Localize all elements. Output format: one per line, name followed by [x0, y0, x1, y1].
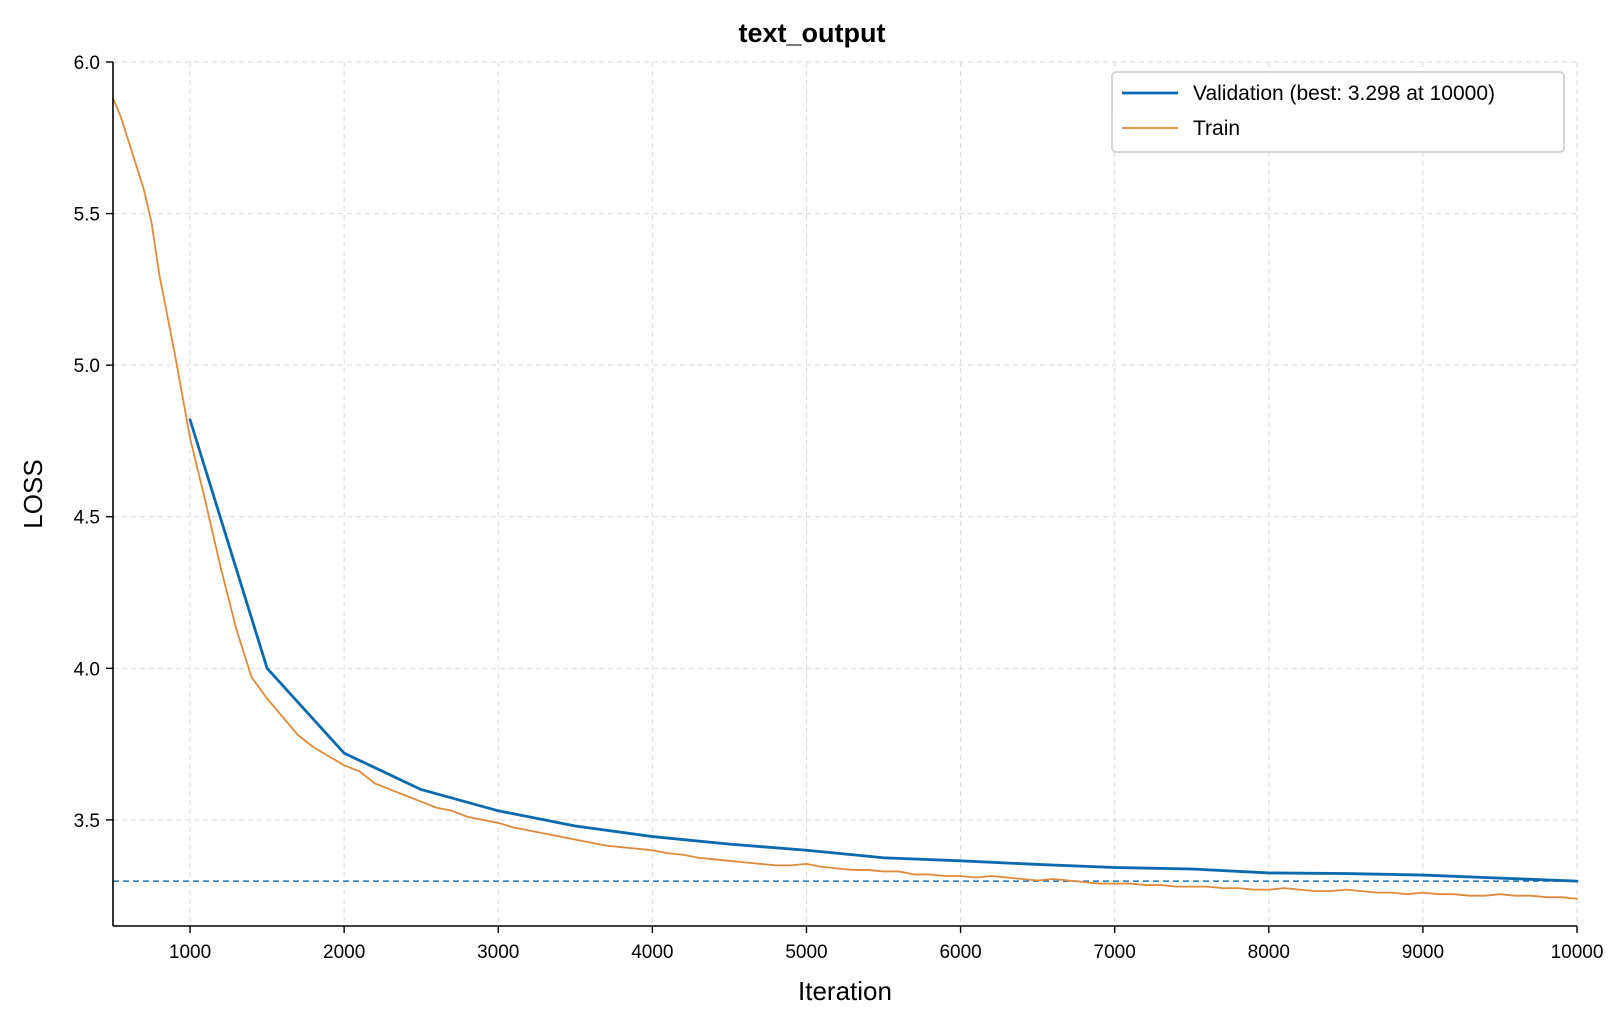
- legend-box: [1111, 71, 1565, 153]
- chart-title: text_output: [739, 18, 886, 48]
- train-series-line: [112, 97, 1578, 900]
- x-tick-label: 7000: [1094, 942, 1136, 963]
- series-group: [112, 97, 1579, 900]
- x-tick-label: 9000: [1402, 942, 1444, 963]
- x-tick-label: 5000: [785, 942, 827, 963]
- y-tick-label: 5.0: [74, 356, 100, 377]
- legend-train-label: Train: [1193, 117, 1240, 140]
- x-tick-label: 6000: [939, 942, 981, 963]
- y-axis-label: LOSS: [18, 459, 48, 528]
- y-tick-label: 5.5: [74, 205, 100, 226]
- x-tick-label: 8000: [1248, 942, 1290, 963]
- x-axis-label: Iteration: [798, 976, 892, 1006]
- y-tick-label: 3.5: [74, 811, 100, 832]
- x-tick-label: 2000: [323, 942, 365, 963]
- grid: [113, 61, 1578, 926]
- legend: Validation (best: 3.298 at 10000) Train: [1111, 71, 1565, 153]
- legend-validation-label: Validation (best: 3.298 at 10000): [1193, 82, 1495, 105]
- x-tick-label: 3000: [477, 942, 519, 963]
- y-tick-label: 6.0: [74, 53, 100, 74]
- x-tick-label: 4000: [631, 942, 673, 963]
- validation-series-line: [188, 418, 1579, 883]
- y-tick-label: 4.5: [74, 508, 100, 529]
- x-tick-label: 10000: [1551, 942, 1604, 963]
- x-tick-label: 1000: [169, 942, 211, 963]
- axes: 1000 2000 3000 4000 5000 6000 7000 8000 9000 1000…: [74, 53, 1604, 963]
- y-tick-label: 4.0: [74, 659, 100, 680]
